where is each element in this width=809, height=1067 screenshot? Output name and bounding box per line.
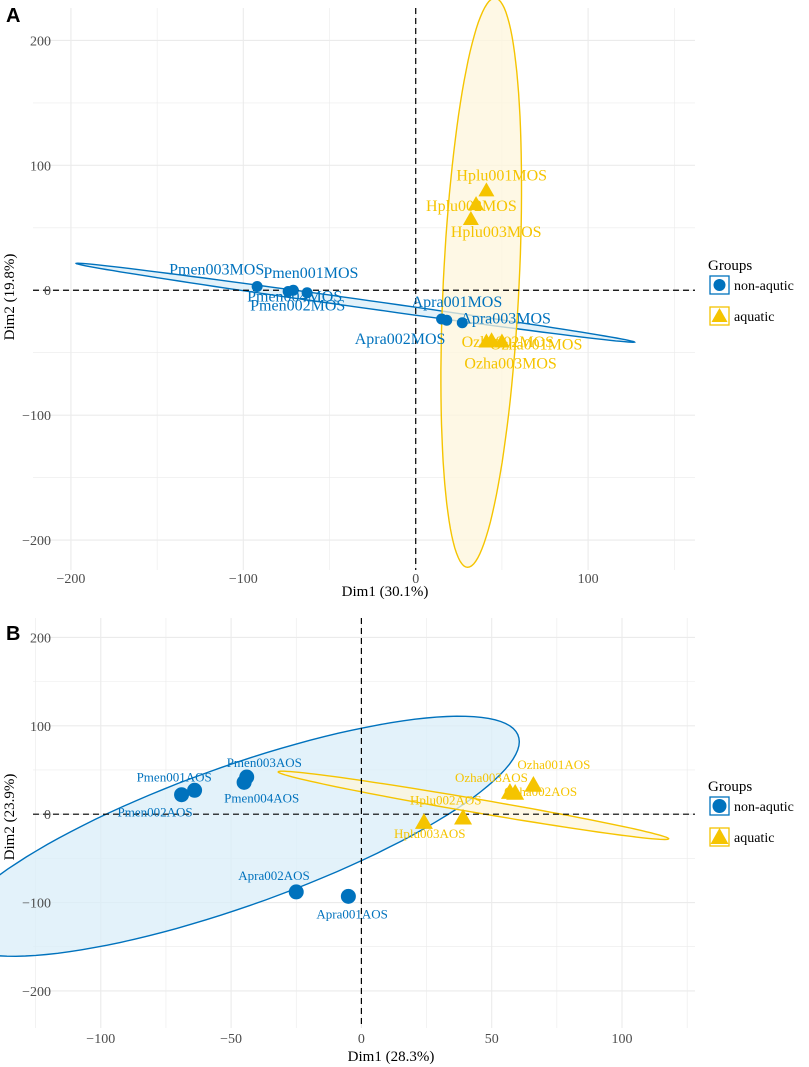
x-tick-label: 0 [412,572,419,587]
point-label-Ozha003MOS: Ozha003MOS [464,355,556,372]
point-Hplu002AOS [454,808,473,825]
plot-a-grid [33,8,695,570]
plot-b-ellipses [0,715,670,958]
point-label-Pmen002MOS: Pmen002MOS [250,297,345,314]
point-label-Pmen003MOS: Pmen003MOS [169,262,264,279]
point-Apra002MOS [441,314,453,326]
point-label-Apra003MOS: Apra003MOS [460,311,551,328]
legend-b: Groups non-aqutic aquatic [708,779,794,847]
point-label-Hplu003AOS: Hplu003AOS [394,826,466,841]
plot-panel-a: Pmen003MOS Pmen001MOS Pmen002MOSPmen004MOS… [22,0,695,587]
point-label-Ozha002AOS: Ozha002AOS [504,784,577,799]
plot-b-point-labels: Pmen002AOS Pmen001AOS Pmen003AOS Pmen004AOS… [118,755,591,921]
legend-a-key-blue-circle [713,279,726,291]
legend-a-label-aquatic: aquatic [734,310,774,325]
legend-b-key-blue-circle [712,799,727,813]
point-Hplu001MOS [478,182,495,197]
x-tick-label: 0 [358,1032,365,1047]
x-tick-label: −100 [229,572,258,587]
point-label-Pmen001MOS: Pmen001MOS [263,265,358,282]
point-label-Hplu002AOS: Hplu002AOS [410,793,482,808]
plot-b-y-axis-title: Dim2 (23.9%) [2,774,18,861]
x-tick-label: 100 [612,1032,633,1047]
point-label-Ozha003AOS: Ozha003AOS [455,770,528,785]
point-Apra001AOS [340,888,356,904]
point-Pmen004AOS [236,774,252,790]
panel-a-letter: A [6,5,20,27]
y-tick-label: 200 [30,631,51,646]
y-tick-label: −200 [22,534,51,549]
point-label-Ozha001AOS: Ozha001AOS [517,757,590,772]
y-tick-label: 200 [30,34,51,49]
confidence-ellipse-aquatic [440,0,523,569]
panel-b-letter: B [6,623,20,645]
point-Hplu003MOS [462,211,479,226]
point-label-Ozha001MOS: Ozha001MOS [490,336,582,353]
point-label-Apra002MOS: Apra002MOS [355,331,446,348]
plot-b-x-axis-title: Dim1 (28.3%) [348,1049,435,1065]
plot-a-x-axis-title: Dim1 (30.1%) [342,584,429,600]
y-tick-label: −200 [22,985,51,1000]
legend-b-title: Groups [708,779,752,795]
plot-a-ellipses [74,0,636,569]
y-tick-label: 100 [30,159,51,174]
point-label-Ozha002MOS: Ozha002MOS [462,334,554,351]
legend-b-label-non-aqutic: non-aqutic [734,800,794,815]
point-Pmen001AOS [187,782,203,798]
plot-b-reference-lines [33,618,695,1028]
plot-a-point-labels: Pmen003MOS Pmen001MOS Pmen002MOSPmen004MOS… [169,167,582,372]
plot-a-points [251,182,510,348]
x-tick-label: 100 [578,572,599,587]
legend-b-label-aquatic: aquatic [734,831,774,846]
point-label-Pmen003AOS: Pmen003AOS [227,755,302,770]
plot-a-reference-lines [33,8,695,570]
point-Pmen002AOS [174,787,190,803]
point-label-Pmen004MOS: Pmen004MOS [247,289,342,306]
x-tick-label: −50 [220,1032,242,1047]
legend-a-key-yellow-triangle [711,308,728,322]
x-tick-label: −200 [56,572,85,587]
plot-b-ticks: −100 −50 0 50 100 −200 −100 0 100 200 [22,631,632,1047]
plot-a-ticks: −200 −100 0 100 −200 −100 0 100 200 [22,34,599,587]
point-Ozha001AOS [524,776,543,792]
point-Hplu003AOS [414,813,433,829]
point-Pmen004MOS [301,287,313,299]
point-label-Hplu003MOS: Hplu003MOS [451,224,542,241]
plot-a-y-axis-title: Dim2 (19.8%) [2,254,18,341]
confidence-ellipse-aquatic [277,770,670,841]
legend-a-title: Groups [708,258,752,274]
point-Pmen002MOS [282,285,294,297]
point-label-Apra001MOS: Apra001MOS [412,294,503,311]
point-label-Pmen001AOS: Pmen001AOS [137,769,212,784]
point-label-Hplu002MOS: Hplu002MOS [426,198,517,215]
point-label-Pmen002AOS: Pmen002AOS [118,805,193,820]
point-Pmen003MOS [251,281,263,293]
point-Ozha002AOS [506,783,525,800]
y-tick-label: −100 [22,409,51,424]
point-Apra003MOS [456,317,468,329]
plot-b-points [174,769,543,904]
point-label-Apra001AOS: Apra001AOS [316,906,388,921]
y-tick-label: 100 [30,720,51,735]
point-Ozha003MOS [478,333,495,348]
x-tick-label: −100 [86,1032,115,1047]
legend-a-label-non-aqutic: non-aqutic [734,279,794,294]
point-label-Hplu001MOS: Hplu001MOS [456,167,547,184]
legend-b-key-yellow-triangle [710,828,729,844]
point-label-Apra002AOS: Apra002AOS [238,868,309,883]
legend-a: Groups non-aqutic aquatic [708,258,794,326]
y-tick-label: 0 [44,808,51,823]
point-Apra002AOS [288,884,304,900]
y-tick-label: −100 [22,897,51,912]
y-tick-label: 0 [44,284,51,299]
point-Hplu002MOS [468,196,485,211]
plot-panel-b: Pmen002AOS Pmen001AOS Pmen003AOS Pmen004AOS… [0,618,695,1047]
point-label-Pmen004AOS: Pmen004AOS [224,790,299,805]
x-tick-label: 50 [485,1032,499,1047]
